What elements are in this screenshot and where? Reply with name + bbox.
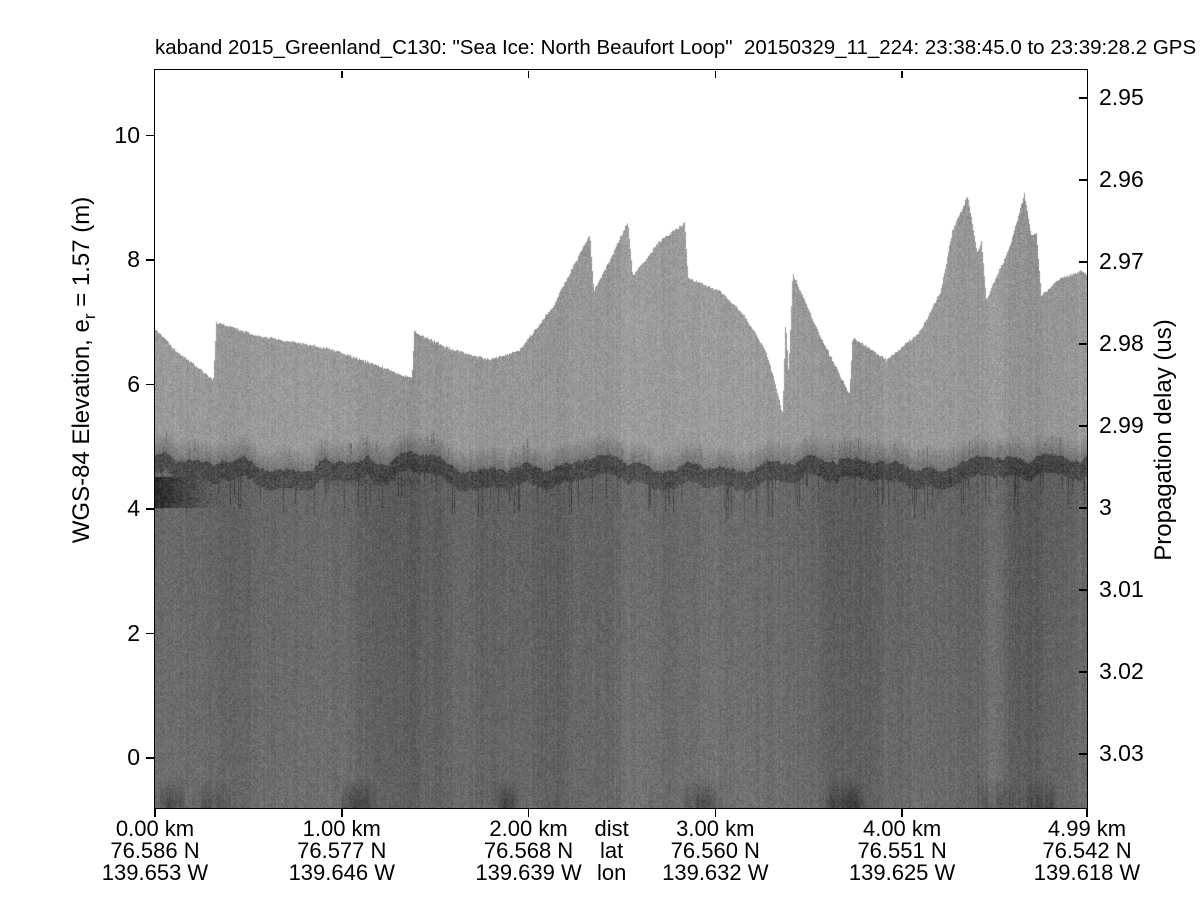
distance-tick-top <box>527 71 530 78</box>
elevation-tick <box>146 259 155 261</box>
xaxis-legend-column-row-lon: lon <box>596 860 627 885</box>
xaxis-column-row-lon: 139.639 W <box>475 860 582 885</box>
xaxis-column-row-lat: 76.586 N <box>110 838 200 863</box>
elevation-tick-label: 0 <box>127 744 140 771</box>
distance-tick <box>1086 809 1088 817</box>
xaxis-column-row-lon: 139.653 W <box>101 860 209 885</box>
elevation-tick <box>146 757 155 759</box>
distance-tick <box>714 809 717 817</box>
distance-tick <box>341 809 343 817</box>
xaxis-column: 4.99 km 76.542 N 139.618 W <box>1034 818 1140 884</box>
figure-title: kaband 2015_Greenland_C130: "Sea Ice: No… <box>155 36 1197 59</box>
elevation-tick-label: 6 <box>127 370 140 397</box>
delay-tick <box>1079 179 1087 181</box>
xaxis-column: 3.00 km 76.560 N 139.632 W <box>662 818 768 884</box>
xaxis-column: 2.00 km 76.568 N 139.639 W <box>475 818 581 884</box>
xaxis-column: 4.00 km 76.551 N 139.625 W <box>849 818 955 884</box>
distance-tick-top <box>901 71 903 78</box>
distance-tick-top <box>714 71 717 78</box>
delay-tick-label: 3.03 <box>1099 740 1144 767</box>
distance-tick-top <box>341 71 343 78</box>
elevation-tick-label: 10 <box>114 121 140 148</box>
delay-tick-label: 3.01 <box>1099 576 1144 603</box>
echogram-canvas <box>155 70 1087 808</box>
xaxis-column-row-dist: 3.00 km <box>676 816 755 841</box>
delay-tick-label: 2.96 <box>1099 166 1144 193</box>
xaxis-column: 0.00 km 76.586 N 139.653 W <box>102 818 208 884</box>
xaxis-column-row-dist: 1.00 km <box>302 816 381 841</box>
xaxis-column-row-lon: 139.618 W <box>1033 860 1141 885</box>
xaxis-column-row-lon: 139.646 W <box>288 860 395 885</box>
delay-tick <box>1079 589 1087 591</box>
delay-tick-label: 2.95 <box>1099 84 1144 111</box>
xaxis-column-row-lon: 139.632 W <box>662 860 769 885</box>
xaxis-column-row-lat: 76.560 N <box>670 838 760 863</box>
elevation-tick <box>146 134 155 137</box>
distance-tick <box>527 809 530 817</box>
xaxis-column: 1.00 km 76.577 N 139.646 W <box>289 818 395 884</box>
delay-tick <box>1079 97 1087 99</box>
delay-tick <box>1079 671 1087 673</box>
elevation-tick-label: 8 <box>127 246 140 273</box>
elevation-tick <box>146 508 155 510</box>
delay-tick <box>1079 261 1087 263</box>
elevation-tick-label: 4 <box>127 495 140 522</box>
right-axis-label: Propagation delay (us) <box>1150 319 1177 561</box>
xaxis-column-row-lat: 76.568 N <box>483 838 574 863</box>
xaxis-column-row-lon: 139.625 W <box>848 860 956 885</box>
delay-tick-label: 3.02 <box>1099 658 1144 685</box>
delay-tick-label: 2.97 <box>1099 248 1144 275</box>
delay-tick-label: 2.99 <box>1099 412 1144 439</box>
xaxis-column-row-lat: 76.577 N <box>297 838 387 863</box>
elevation-tick <box>146 632 155 635</box>
delay-tick <box>1079 343 1087 345</box>
elevation-tick <box>146 383 155 386</box>
delay-tick <box>1079 507 1087 509</box>
delay-tick-label: 2.98 <box>1099 330 1144 357</box>
elevation-tick-label: 2 <box>127 619 140 646</box>
left-axis-label-sub: r <box>79 313 99 320</box>
distance-tick <box>901 809 903 817</box>
xaxis-column-row-dist: 4.00 km <box>862 816 942 841</box>
distance-tick <box>154 809 156 817</box>
xaxis-column-row-lat: 76.551 N <box>857 838 947 863</box>
delay-tick <box>1079 425 1087 427</box>
xaxis-legend-column-row-lat: lat <box>600 838 624 863</box>
xaxis-legend-column-row-dist: dist <box>594 816 629 841</box>
xaxis-legend-column: dist lat lon <box>595 818 629 884</box>
xaxis-column-row-dist: 2.00 km <box>489 816 568 841</box>
xaxis-column-row-dist: 4.99 km <box>1047 816 1127 841</box>
xaxis-column-row-dist: 0.00 km <box>115 816 195 841</box>
delay-tick-label: 3 <box>1099 494 1112 521</box>
delay-tick <box>1079 753 1087 755</box>
xaxis-column-row-lat: 76.542 N <box>1042 838 1132 863</box>
